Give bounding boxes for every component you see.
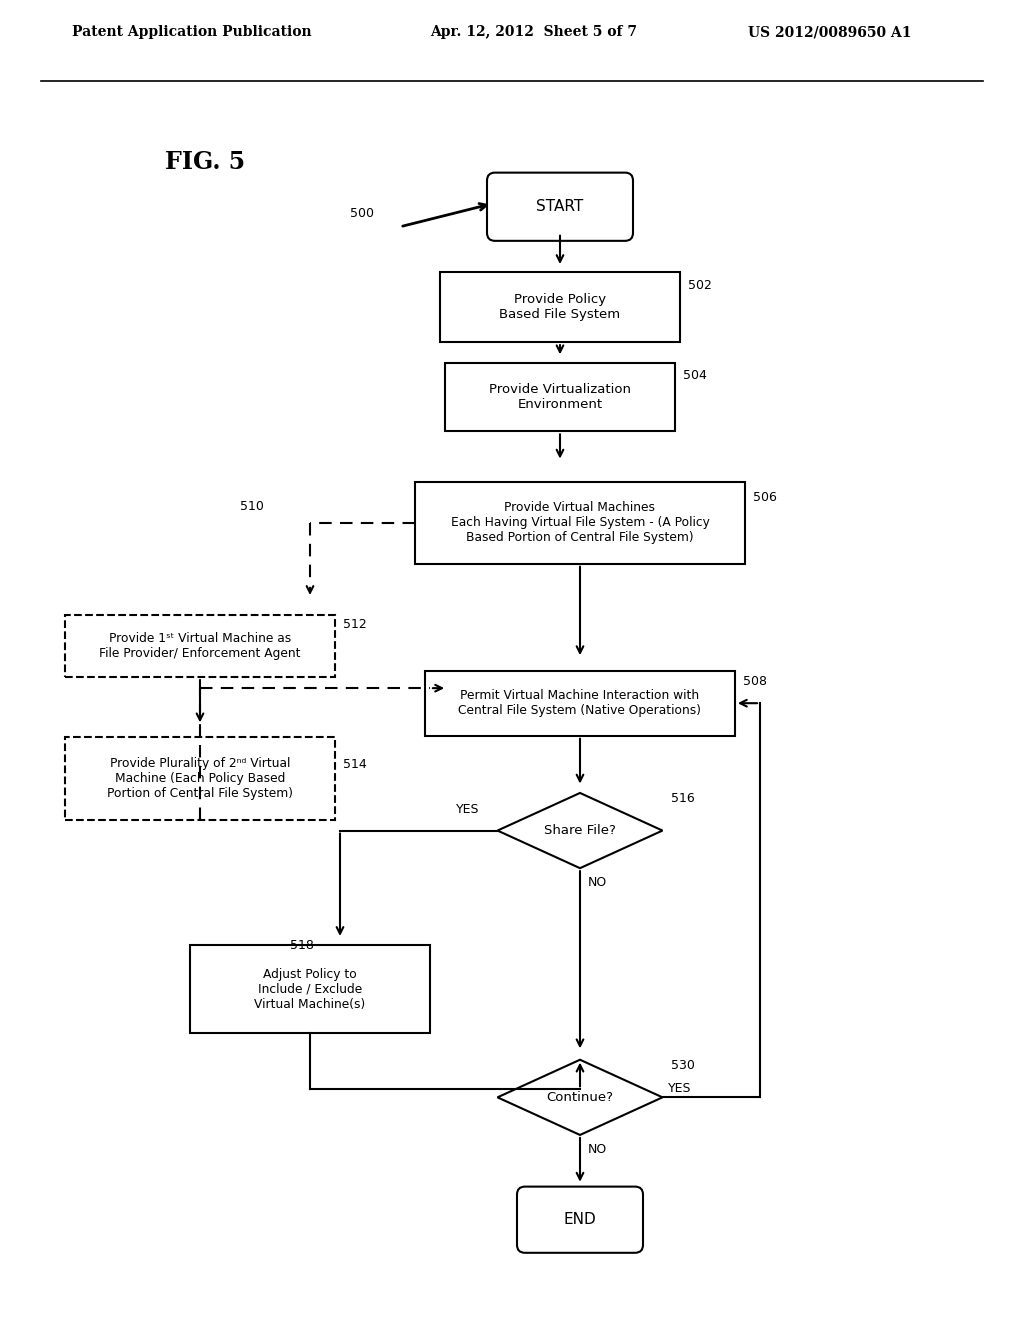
Text: 502: 502 (688, 279, 712, 292)
Bar (440, 272, 680, 342)
Text: 516: 516 (671, 792, 694, 805)
Text: US 2012/0089650 A1: US 2012/0089650 A1 (748, 25, 911, 40)
Text: 518: 518 (290, 939, 314, 952)
Text: Adjust Policy to
Include / Exclude
Virtual Machine(s): Adjust Policy to Include / Exclude Virtu… (254, 968, 366, 1011)
Text: Provide Virtualization
Environment: Provide Virtualization Environment (489, 383, 631, 412)
Text: FIG. 5: FIG. 5 (165, 149, 245, 174)
Text: Continue?: Continue? (547, 1090, 613, 1104)
Text: Provide Plurality of 2ⁿᵈ Virtual
Machine (Each Policy Based
Portion of Central F: Provide Plurality of 2ⁿᵈ Virtual Machine… (106, 756, 293, 800)
Bar (415, 482, 745, 564)
Text: 512: 512 (343, 618, 367, 631)
Text: YES: YES (668, 1082, 691, 1096)
Bar (445, 363, 675, 432)
Text: YES: YES (456, 803, 479, 816)
Text: Provide Virtual Machines
Each Having Virtual File System - (A Policy
Based Porti: Provide Virtual Machines Each Having Vir… (451, 502, 710, 544)
Polygon shape (498, 793, 663, 869)
Text: 500: 500 (350, 207, 374, 219)
Text: END: END (563, 1212, 596, 1228)
Text: 506: 506 (753, 491, 777, 504)
Text: Provide Policy
Based File System: Provide Policy Based File System (500, 293, 621, 321)
FancyBboxPatch shape (517, 1187, 643, 1253)
Polygon shape (498, 1060, 663, 1135)
Text: 514: 514 (343, 759, 367, 771)
Bar (190, 945, 430, 1034)
Text: NO: NO (588, 876, 607, 890)
Text: Apr. 12, 2012  Sheet 5 of 7: Apr. 12, 2012 Sheet 5 of 7 (430, 25, 637, 40)
Text: NO: NO (588, 1143, 607, 1156)
Text: 530: 530 (671, 1059, 694, 1072)
Text: START: START (537, 199, 584, 214)
Bar (65, 738, 335, 820)
Text: Provide 1ˢᵗ Virtual Machine as
File Provider/ Enforcement Agent: Provide 1ˢᵗ Virtual Machine as File Prov… (99, 632, 301, 660)
Text: Patent Application Publication: Patent Application Publication (72, 25, 311, 40)
FancyBboxPatch shape (487, 173, 633, 240)
Text: Share File?: Share File? (544, 824, 616, 837)
Bar (65, 615, 335, 677)
Bar (425, 671, 735, 735)
Text: 510: 510 (240, 500, 264, 512)
Text: Permit Virtual Machine Interaction with
Central File System (Native Operations): Permit Virtual Machine Interaction with … (459, 689, 701, 717)
Text: 508: 508 (743, 675, 767, 688)
Text: 504: 504 (683, 370, 707, 383)
